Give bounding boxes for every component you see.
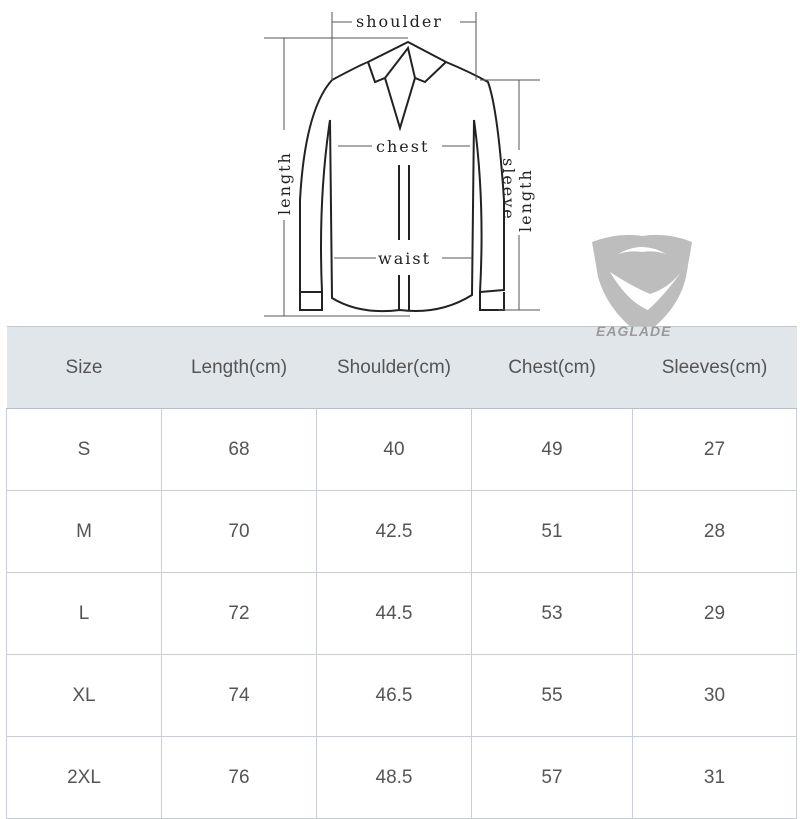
cell-chest: 51 <box>471 490 633 573</box>
header-shoulder: Shoulder(cm) <box>316 326 472 409</box>
cell-chest: 55 <box>471 654 633 737</box>
cell-length: 70 <box>161 490 317 573</box>
label-shoulder: shoulder <box>356 12 443 31</box>
header-size: Size <box>6 326 162 409</box>
cell-chest: 53 <box>471 572 633 655</box>
table-header-row: Size Length(cm) Shoulder(cm) Chest(cm) S… <box>6 326 797 409</box>
label-waist: waist <box>378 249 431 268</box>
cell-size: M <box>6 490 162 573</box>
cell-length: 72 <box>161 572 317 655</box>
cell-shoulder: 42.5 <box>316 490 472 573</box>
eagle-shield-logo-icon <box>592 234 692 336</box>
cell-shoulder: 40 <box>316 408 472 491</box>
table-row: M 70 42.5 51 28 <box>6 490 797 573</box>
label-chest: chest <box>376 137 429 156</box>
header-sleeves: Sleeves(cm) <box>632 326 797 409</box>
table-row: L 72 44.5 53 29 <box>6 572 797 655</box>
label-length: length <box>275 151 294 215</box>
shirt-outline <box>299 40 505 313</box>
cell-shoulder: 46.5 <box>316 654 472 737</box>
cell-length: 76 <box>161 736 317 819</box>
cell-size: XL <box>6 654 162 737</box>
cell-length: 68 <box>161 408 317 491</box>
cell-sleeves: 30 <box>632 654 797 737</box>
label-sleeve-length: length <box>516 168 535 232</box>
table-row: XL 74 46.5 55 30 <box>6 654 797 737</box>
cell-size: 2XL <box>6 736 162 819</box>
placket <box>398 165 410 310</box>
cell-shoulder: 44.5 <box>316 572 472 655</box>
collar <box>367 45 447 132</box>
cell-size: S <box>6 408 162 491</box>
table-row: S 68 40 49 27 <box>6 408 797 491</box>
table-row: 2XL 76 48.5 57 31 <box>6 736 797 819</box>
cell-chest: 57 <box>471 736 633 819</box>
cell-sleeves: 31 <box>632 736 797 819</box>
size-chart-table: Size Length(cm) Shoulder(cm) Chest(cm) S… <box>6 326 797 819</box>
cuffs <box>299 292 505 311</box>
shirt-measurement-diagram: shoulder chest waist length sleeve lengt… <box>264 12 540 317</box>
cell-size: L <box>6 572 162 655</box>
header-length: Length(cm) <box>161 326 317 409</box>
cell-sleeves: 29 <box>632 572 797 655</box>
cell-chest: 49 <box>471 408 633 491</box>
label-sleeve: sleeve <box>499 158 518 221</box>
logo-text: EAGLADE <box>596 323 672 339</box>
cell-length: 74 <box>161 654 317 737</box>
cell-shoulder: 48.5 <box>316 736 472 819</box>
cell-sleeves: 27 <box>632 408 797 491</box>
cell-sleeves: 28 <box>632 490 797 573</box>
